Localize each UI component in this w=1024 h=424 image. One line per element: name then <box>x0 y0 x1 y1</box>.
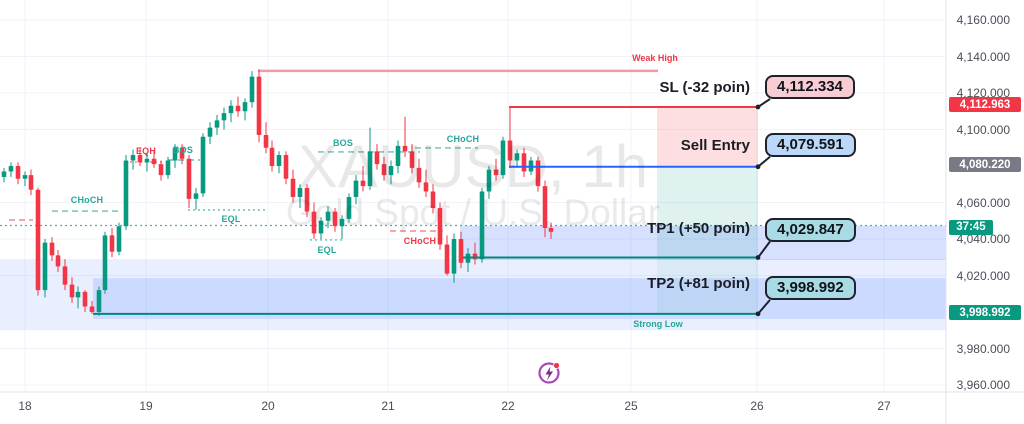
candle-body <box>479 191 485 260</box>
candle-body <box>388 166 394 176</box>
tp2-callout-tail <box>757 299 771 315</box>
candle-body <box>137 155 143 163</box>
candle-body <box>493 169 499 176</box>
candle-body <box>548 228 554 232</box>
candle-body <box>514 153 520 161</box>
candle-body <box>500 140 506 176</box>
candle-body <box>75 291 81 298</box>
tp1-anchor-dot <box>755 255 761 260</box>
candle-body <box>207 127 213 137</box>
entry-anchor-dot <box>755 164 761 170</box>
candle-body <box>144 158 150 163</box>
candle-body <box>228 105 234 114</box>
candle-body <box>276 155 282 166</box>
candle-body <box>35 189 41 291</box>
candle-body <box>451 239 457 274</box>
candle-body <box>116 226 122 252</box>
candle-body <box>89 306 95 312</box>
candle-body <box>158 164 164 176</box>
candle-body <box>437 207 443 245</box>
candle-body <box>409 151 415 168</box>
candle-body <box>374 151 380 165</box>
candle-body <box>235 105 241 112</box>
watermark-description: Gold Spot / U.S. Dollar <box>285 192 661 233</box>
flash-icon[interactable] <box>536 360 562 386</box>
candle-body <box>179 147 185 159</box>
candle-body <box>214 120 220 128</box>
candle-body <box>242 102 248 112</box>
candle-body <box>318 220 324 234</box>
candle-body <box>22 175 28 179</box>
candle-body <box>325 211 331 221</box>
candle-body <box>507 140 513 161</box>
candle-body <box>423 182 429 192</box>
candle-body <box>269 147 275 166</box>
tp2-anchor-dot <box>755 311 761 317</box>
candle-body <box>15 166 21 179</box>
candle-body <box>109 235 115 252</box>
candle-body <box>542 186 548 229</box>
candle-body <box>123 160 129 227</box>
candle-body <box>130 155 136 161</box>
risk-zone <box>657 106 758 167</box>
candle-body <box>151 158 157 165</box>
candle-body <box>297 187 303 198</box>
candle-body <box>360 180 366 187</box>
candle-body <box>353 180 359 198</box>
candle-body <box>444 244 450 274</box>
candle-body <box>42 242 48 291</box>
candle-body <box>367 151 373 187</box>
candle-body <box>304 187 310 212</box>
candle-body <box>283 155 289 179</box>
candle-body <box>8 166 14 172</box>
candle-body <box>172 147 178 161</box>
candle-body <box>430 191 436 208</box>
tp1-callout-tail <box>757 240 771 259</box>
demand-zone <box>93 278 946 319</box>
candle-body <box>1 171 7 177</box>
candle-body <box>102 235 108 291</box>
candle-body <box>165 160 171 176</box>
reward-zone-tp2 <box>657 257 758 314</box>
candle-body <box>458 239 464 263</box>
candle-body <box>263 134 269 148</box>
candle-body <box>200 136 206 194</box>
candle-body <box>381 164 387 176</box>
candle-body <box>28 175 34 190</box>
candle-body <box>193 193 199 199</box>
candle-body <box>332 211 338 227</box>
candle-body <box>82 291 88 307</box>
candle-body <box>402 145 408 152</box>
candle-body <box>486 169 492 192</box>
sl-callout-tail <box>757 98 771 108</box>
entry-callout-tail <box>757 155 771 168</box>
candle-body <box>55 255 61 267</box>
candle-body <box>339 218 345 227</box>
candle-body <box>395 145 401 166</box>
sl-anchor-dot <box>755 104 761 110</box>
candle-body <box>249 76 255 103</box>
candle-body <box>221 113 227 121</box>
candle-body <box>290 178 296 198</box>
candle-body <box>256 76 262 135</box>
candle-body <box>416 167 422 183</box>
demand-zone <box>460 225 946 260</box>
candle-body <box>49 242 55 256</box>
candle-body <box>186 158 192 199</box>
candle-body <box>62 266 68 285</box>
candle-body <box>311 211 317 234</box>
candle-body <box>96 290 102 312</box>
candle-body <box>346 197 352 219</box>
candle-body <box>69 284 75 298</box>
reward-zone-tp1 <box>657 166 758 258</box>
watermark-symbol: XAUUSD, 1h <box>297 133 649 200</box>
